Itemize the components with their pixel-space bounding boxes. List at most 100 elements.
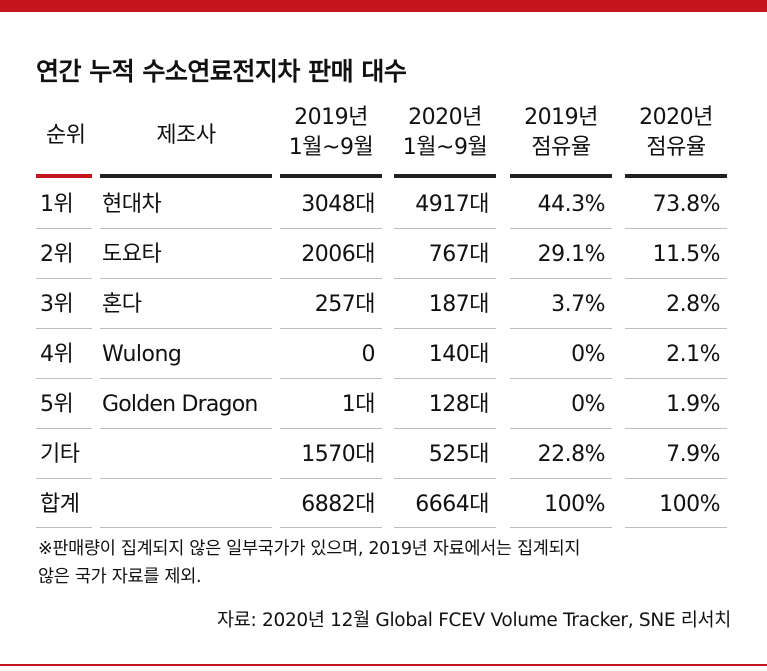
row-separator	[394, 328, 496, 329]
row-separator	[510, 378, 612, 379]
row-separator	[100, 378, 272, 379]
row-2-sales-2019: 2006대	[301, 242, 375, 267]
row-separator	[100, 278, 272, 279]
row-5-sales-2019: 1대	[341, 392, 376, 417]
row-separator	[625, 378, 727, 379]
row-2-rank: 2위	[40, 242, 74, 267]
row-6-sales-2019: 1570대	[301, 442, 375, 467]
header-rule-rank	[36, 174, 92, 178]
row-4-maker: Wulong	[102, 342, 182, 367]
row-3-share-2020: 2.8%	[666, 292, 720, 317]
row-4-rank: 4위	[40, 342, 74, 367]
row-separator	[36, 378, 92, 379]
row-3-maker: 혼다	[102, 292, 142, 317]
row-5-maker: Golden Dragon	[102, 392, 258, 417]
row-separator	[394, 228, 496, 229]
row-1-maker: 현대차	[102, 192, 162, 217]
row-separator	[625, 428, 727, 429]
row-separator	[625, 228, 727, 229]
row-separator	[510, 228, 612, 229]
row-7-share-2020: 100%	[659, 492, 720, 517]
row-2-share-2020: 11.5%	[652, 242, 721, 267]
row-2-sales-2020: 767대	[428, 242, 490, 267]
table-title: 연간 누적 수소연료전지차 판매 대수	[36, 57, 407, 86]
row-separator	[100, 328, 272, 329]
row-1-share-2019: 44.3%	[537, 192, 606, 217]
header-sales-2019: 2019년 1월~9월	[288, 105, 374, 160]
row-5-rank: 5위	[40, 392, 74, 417]
row-separator	[510, 428, 612, 429]
header-share-2020: 2020년 점유율	[639, 105, 713, 160]
row-4-sales-2019: 0	[361, 342, 376, 367]
row-3-rank: 3위	[40, 292, 74, 317]
row-4-sales-2020: 140대	[428, 342, 490, 367]
row-1-sales-2019: 3048대	[301, 192, 375, 217]
row-separator	[625, 527, 727, 528]
header-rule-sales-2019	[280, 174, 382, 178]
row-6-sales-2020: 525대	[428, 442, 490, 467]
row-separator	[100, 527, 272, 528]
row-7-sales-2019: 6882대	[301, 492, 375, 517]
row-separator	[280, 478, 382, 479]
row-separator	[394, 278, 496, 279]
row-4-share-2019: 0%	[571, 342, 605, 367]
row-separator	[36, 478, 92, 479]
row-6-share-2020: 7.9%	[666, 442, 720, 467]
row-3-sales-2019: 257대	[314, 292, 376, 317]
row-separator	[36, 278, 92, 279]
row-separator	[36, 527, 92, 528]
header-rule-sales-2020	[394, 174, 496, 178]
row-separator	[36, 328, 92, 329]
source-credit: 자료: 2020년 12월 Global FCEV Volume Tracker…	[217, 610, 731, 631]
header-rank: 순위	[46, 123, 86, 148]
row-separator	[394, 378, 496, 379]
row-separator	[100, 228, 272, 229]
row-separator	[625, 278, 727, 279]
row-2-maker: 도요타	[102, 242, 162, 267]
row-4-share-2020: 2.1%	[666, 342, 720, 367]
row-separator	[280, 378, 382, 379]
row-5-sales-2020: 128대	[428, 392, 490, 417]
header-rule-share-2019	[510, 174, 612, 178]
row-5-share-2019: 0%	[571, 392, 605, 417]
top-accent-bar	[0, 0, 767, 12]
row-separator	[394, 428, 496, 429]
row-separator	[100, 428, 272, 429]
row-6-share-2019: 22.8%	[537, 442, 606, 467]
row-separator	[280, 278, 382, 279]
row-separator	[36, 428, 92, 429]
row-separator	[510, 527, 612, 528]
header-rule-share-2020	[625, 174, 727, 178]
row-2-share-2019: 29.1%	[537, 242, 606, 267]
row-separator	[625, 328, 727, 329]
row-separator	[394, 527, 496, 528]
row-separator	[280, 527, 382, 528]
row-1-sales-2020: 4917대	[415, 192, 489, 217]
row-7-share-2019: 100%	[544, 492, 605, 517]
row-3-sales-2020: 187대	[428, 292, 490, 317]
row-3-share-2019: 3.7%	[551, 292, 605, 317]
header-share-2019: 2019년 점유율	[524, 105, 598, 160]
row-7-sales-2020: 6664대	[415, 492, 489, 517]
row-6-rank: 기타	[40, 442, 80, 467]
row-separator	[625, 478, 727, 479]
row-5-share-2020: 1.9%	[666, 392, 720, 417]
header-rule-maker	[100, 174, 272, 178]
header-maker: 제조사	[156, 123, 216, 148]
row-separator	[280, 228, 382, 229]
bottom-accent-line	[0, 664, 767, 666]
footnote-line-2: 않은 국가 자료를 제외.	[38, 567, 202, 587]
row-1-share-2020: 73.8%	[652, 192, 721, 217]
row-separator	[36, 228, 92, 229]
row-1-rank: 1위	[40, 192, 74, 217]
row-separator	[510, 478, 612, 479]
header-sales-2020: 2020년 1월~9월	[402, 105, 488, 160]
row-separator	[510, 278, 612, 279]
row-separator	[510, 328, 612, 329]
row-separator	[100, 478, 272, 479]
footnote-line-1: ※판매량이 집계되지 않은 일부국가가 있으며, 2019년 자료에서는 집계되…	[38, 539, 581, 559]
row-separator	[280, 428, 382, 429]
row-7-rank: 합계	[40, 492, 80, 517]
row-separator	[394, 478, 496, 479]
row-separator	[280, 328, 382, 329]
